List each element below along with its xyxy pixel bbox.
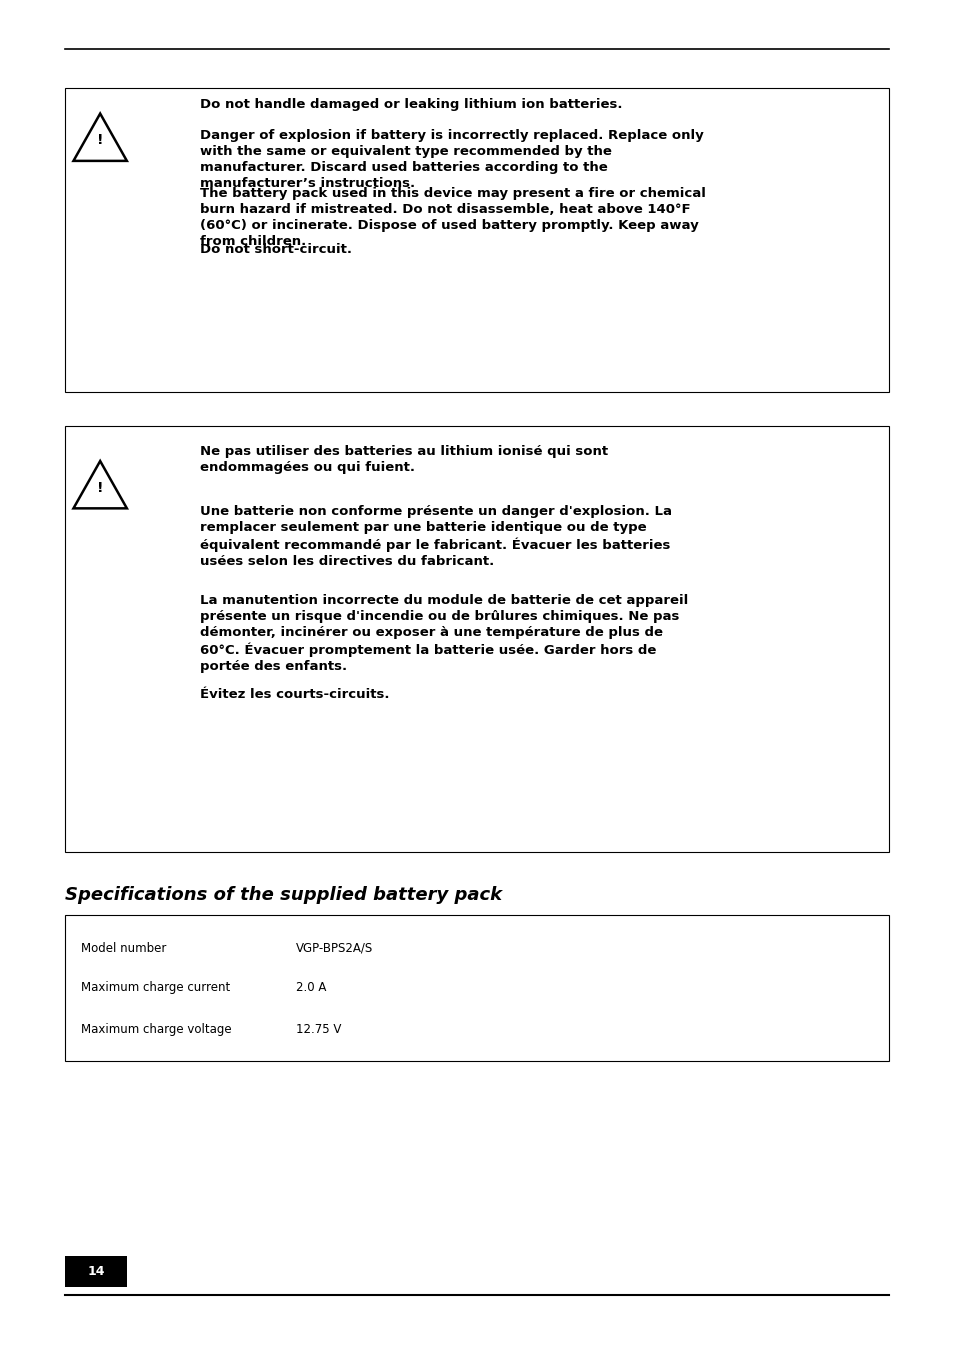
FancyBboxPatch shape: [65, 915, 888, 1061]
Text: Model number: Model number: [81, 941, 166, 955]
Text: La manutention incorrecte du module de batterie de cet appareil
présente un risq: La manutention incorrecte du module de b…: [200, 594, 688, 673]
Text: Une batterie non conforme présente un danger d'explosion. La
remplacer seulement: Une batterie non conforme présente un da…: [200, 504, 672, 568]
Text: Do not handle damaged or leaking lithium ion batteries.: Do not handle damaged or leaking lithium…: [200, 97, 622, 111]
Text: 2.0 A: 2.0 A: [295, 982, 326, 994]
FancyBboxPatch shape: [65, 1256, 127, 1287]
Text: Do not short-circuit.: Do not short-circuit.: [200, 243, 352, 256]
Text: Specifications of the supplied battery pack: Specifications of the supplied battery p…: [65, 886, 501, 903]
FancyBboxPatch shape: [65, 426, 888, 852]
Text: Maximum charge voltage: Maximum charge voltage: [81, 1023, 232, 1037]
Text: Évitez les courts-circuits.: Évitez les courts-circuits.: [200, 688, 390, 700]
FancyBboxPatch shape: [65, 88, 888, 392]
Text: The battery pack used in this device may present a fire or chemical
burn hazard : The battery pack used in this device may…: [200, 187, 705, 247]
Text: Maximum charge current: Maximum charge current: [81, 982, 230, 994]
Text: Danger of explosion if battery is incorrectly replaced. Replace only
with the sa: Danger of explosion if battery is incorr…: [200, 128, 703, 189]
Text: 14: 14: [87, 1265, 105, 1278]
Text: !: !: [97, 132, 103, 147]
Text: VGP-BPS2A/S: VGP-BPS2A/S: [295, 941, 373, 955]
Text: 12.75 V: 12.75 V: [295, 1023, 341, 1037]
Text: Ne pas utiliser des batteries au lithium ionisé qui sont
endommagées ou qui fuie: Ne pas utiliser des batteries au lithium…: [200, 445, 608, 475]
Text: !: !: [97, 480, 103, 495]
